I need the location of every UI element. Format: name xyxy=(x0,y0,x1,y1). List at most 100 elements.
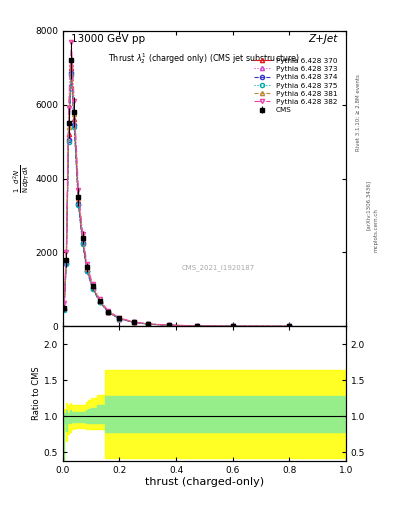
Pythia 6.428 374 xyxy=(90,285,95,291)
Line: Pythia 6.428 374: Pythia 6.428 374 xyxy=(62,71,291,328)
Pythia 6.428 374 xyxy=(64,260,69,266)
Pythia 6.428 370 xyxy=(62,306,66,312)
Pythia 6.428 375 xyxy=(64,261,69,267)
Pythia 6.428 373 xyxy=(64,260,69,266)
Pythia 6.428 370 xyxy=(80,238,85,244)
Pythia 6.428 373 xyxy=(72,120,77,126)
Pythia 6.428 373 xyxy=(195,323,200,329)
Pythia 6.428 374 xyxy=(230,323,235,329)
Line: Pythia 6.428 373: Pythia 6.428 373 xyxy=(62,69,291,328)
Text: Z+Jet: Z+Jet xyxy=(308,34,337,44)
Pythia 6.428 374 xyxy=(287,323,292,329)
Pythia 6.428 382 xyxy=(195,323,200,329)
Pythia 6.428 382 xyxy=(80,231,85,237)
Pythia 6.428 375 xyxy=(72,124,77,130)
Pythia 6.428 381 xyxy=(106,309,110,315)
Line: Pythia 6.428 375: Pythia 6.428 375 xyxy=(62,73,291,328)
Pythia 6.428 373 xyxy=(167,322,171,328)
Pythia 6.428 370 xyxy=(106,309,110,315)
Pythia 6.428 370 xyxy=(195,323,200,329)
Pythia 6.428 381 xyxy=(230,323,235,329)
Pythia 6.428 381 xyxy=(66,124,71,130)
Pythia 6.428 370 xyxy=(131,319,136,325)
Pythia 6.428 382 xyxy=(62,301,66,307)
Pythia 6.428 374 xyxy=(84,267,89,273)
Pythia 6.428 373 xyxy=(287,323,292,329)
Pythia 6.428 375 xyxy=(167,322,171,328)
Pythia 6.428 370 xyxy=(72,116,77,122)
Pythia 6.428 381 xyxy=(90,284,95,290)
Pythia 6.428 382 xyxy=(84,261,89,267)
Pythia 6.428 370 xyxy=(64,259,69,265)
Pythia 6.428 374 xyxy=(167,322,171,328)
Text: CMS_2021_I1920187: CMS_2021_I1920187 xyxy=(182,264,255,271)
Pythia 6.428 382 xyxy=(90,281,95,287)
Pythia 6.428 374 xyxy=(131,319,136,325)
Pythia 6.428 374 xyxy=(106,309,110,315)
Pythia 6.428 370 xyxy=(145,321,150,327)
Text: mcplots.cern.ch: mcplots.cern.ch xyxy=(373,208,378,252)
Pythia 6.428 374 xyxy=(97,298,102,305)
Pythia 6.428 382 xyxy=(76,186,81,193)
Pythia 6.428 382 xyxy=(131,319,136,325)
Pythia 6.428 382 xyxy=(287,323,292,329)
Pythia 6.428 373 xyxy=(230,323,235,329)
Legend: Pythia 6.428 370, Pythia 6.428 373, Pythia 6.428 374, Pythia 6.428 375, Pythia 6: Pythia 6.428 370, Pythia 6.428 373, Pyth… xyxy=(252,55,340,116)
Line: Pythia 6.428 370: Pythia 6.428 370 xyxy=(62,66,291,328)
Pythia 6.428 374 xyxy=(76,201,81,207)
Pythia 6.428 373 xyxy=(90,285,95,291)
Text: [arXiv:1306.3436]: [arXiv:1306.3436] xyxy=(365,180,371,230)
Pythia 6.428 373 xyxy=(80,240,85,246)
Pythia 6.428 373 xyxy=(84,267,89,273)
Pythia 6.428 373 xyxy=(131,319,136,325)
Pythia 6.428 381 xyxy=(167,322,171,328)
Pythia 6.428 374 xyxy=(145,321,150,327)
Line: Pythia 6.428 381: Pythia 6.428 381 xyxy=(62,62,291,328)
Pythia 6.428 375 xyxy=(117,316,122,322)
Pythia 6.428 382 xyxy=(230,323,235,329)
Pythia 6.428 375 xyxy=(230,323,235,329)
Pythia 6.428 375 xyxy=(195,323,200,329)
Pythia 6.428 381 xyxy=(64,256,69,262)
Pythia 6.428 382 xyxy=(69,39,74,45)
Pythia 6.428 373 xyxy=(62,306,66,312)
Pythia 6.428 375 xyxy=(90,286,95,292)
Pythia 6.428 375 xyxy=(145,321,150,327)
Pythia 6.428 373 xyxy=(66,135,71,141)
Pythia 6.428 373 xyxy=(97,298,102,305)
Pythia 6.428 374 xyxy=(62,306,66,312)
Text: Rivet 3.1.10; ≥ 2.8M events: Rivet 3.1.10; ≥ 2.8M events xyxy=(356,74,361,151)
Pythia 6.428 375 xyxy=(80,241,85,247)
Text: Thrust $\lambda_2^1$ (charged only) (CMS jet substructure): Thrust $\lambda_2^1$ (charged only) (CMS… xyxy=(108,51,301,67)
Pythia 6.428 382 xyxy=(117,315,122,321)
Pythia 6.428 373 xyxy=(145,321,150,327)
Pythia 6.428 370 xyxy=(76,198,81,204)
Pythia 6.428 381 xyxy=(72,111,77,117)
Pythia 6.428 381 xyxy=(195,323,200,329)
Pythia 6.428 373 xyxy=(69,68,74,74)
Pythia 6.428 382 xyxy=(64,249,69,255)
Pythia 6.428 374 xyxy=(72,122,77,128)
Pythia 6.428 375 xyxy=(76,202,81,208)
Pythia 6.428 381 xyxy=(117,315,122,322)
X-axis label: thrust (charged-only): thrust (charged-only) xyxy=(145,477,264,487)
Pythia 6.428 382 xyxy=(97,296,102,303)
Pythia 6.428 374 xyxy=(117,316,122,322)
Pythia 6.428 381 xyxy=(80,236,85,242)
Pythia 6.428 375 xyxy=(287,323,292,329)
Pythia 6.428 370 xyxy=(230,323,235,329)
Y-axis label: Ratio to CMS: Ratio to CMS xyxy=(32,367,41,420)
Pythia 6.428 370 xyxy=(117,315,122,322)
Pythia 6.428 370 xyxy=(287,323,292,329)
Pythia 6.428 373 xyxy=(106,309,110,315)
Pythia 6.428 375 xyxy=(97,298,102,305)
Pythia 6.428 374 xyxy=(80,240,85,246)
Pythia 6.428 382 xyxy=(72,98,77,104)
Pythia 6.428 381 xyxy=(76,195,81,201)
Pythia 6.428 382 xyxy=(145,321,150,327)
Pythia 6.428 375 xyxy=(66,139,71,145)
Pythia 6.428 381 xyxy=(145,321,150,327)
Pythia 6.428 373 xyxy=(76,200,81,206)
Pythia 6.428 373 xyxy=(117,315,122,322)
Pythia 6.428 370 xyxy=(97,298,102,304)
